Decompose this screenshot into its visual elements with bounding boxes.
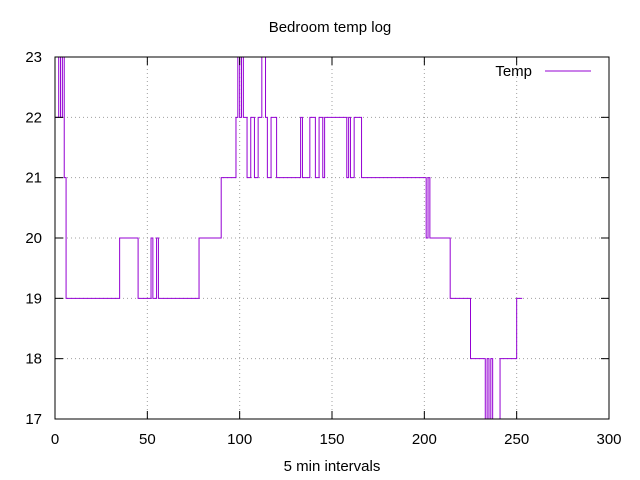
series-layer xyxy=(55,56,523,420)
y-tick-label: 17 xyxy=(25,411,42,428)
x-tick-label: 250 xyxy=(504,431,529,448)
y-tick-label: 20 xyxy=(25,230,42,247)
y-tick-label: 19 xyxy=(25,290,42,307)
x-tick-label: 0 xyxy=(51,431,59,448)
x-tick-label: 100 xyxy=(227,431,252,448)
x-axis-label: 5 min intervals xyxy=(284,458,381,475)
y-tick-label: 22 xyxy=(25,109,42,126)
x-tick-label: 300 xyxy=(596,431,621,448)
y-tick-label: 18 xyxy=(25,351,42,368)
series-line-temp xyxy=(55,56,523,420)
x-tick-label: 200 xyxy=(412,431,437,448)
y-tick-label: 21 xyxy=(25,170,42,187)
x-tick-label: 50 xyxy=(139,431,156,448)
legend: Temp xyxy=(495,63,591,80)
axis-ticks: 17 18 19 20 21 22 23 0 50 100 150 200 250 300 xyxy=(25,49,621,448)
legend-label-temp: Temp xyxy=(495,63,532,80)
chart-title: Bedroom temp log xyxy=(269,19,392,36)
x-tick-label: 150 xyxy=(319,431,344,448)
y-tick-label: 23 xyxy=(25,49,42,66)
